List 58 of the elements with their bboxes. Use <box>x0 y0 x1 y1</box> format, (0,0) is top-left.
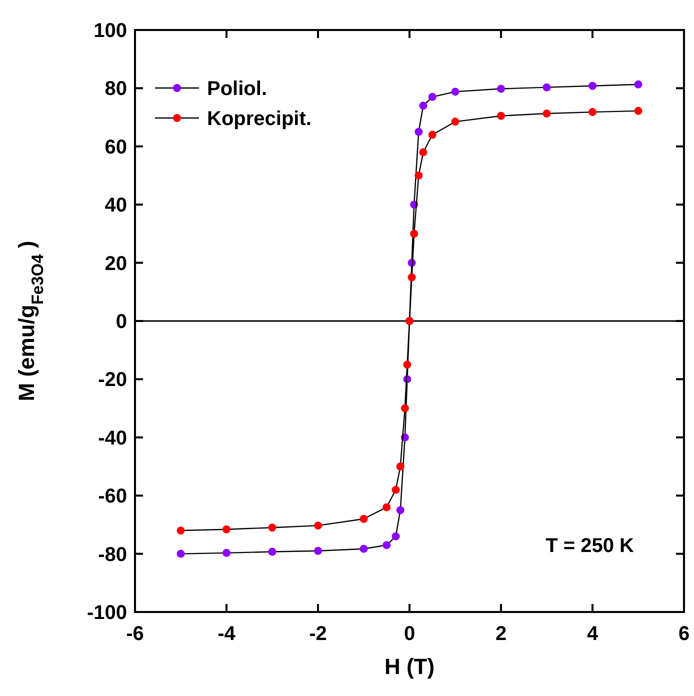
point <box>392 486 400 494</box>
point <box>382 503 391 512</box>
point <box>497 84 505 93</box>
y-tick-label: -80 <box>98 544 127 566</box>
point <box>428 92 436 101</box>
x-tick-label: -4 <box>218 623 236 645</box>
point <box>419 148 428 156</box>
point <box>176 550 185 558</box>
point <box>451 118 460 126</box>
point <box>392 532 400 540</box>
y-tick-label: 0 <box>116 311 127 333</box>
x-tick-label: -2 <box>309 623 327 645</box>
point <box>403 360 412 369</box>
point <box>451 88 460 96</box>
x-tick-label: -6 <box>126 623 144 645</box>
point <box>408 273 416 282</box>
point <box>396 506 404 514</box>
point <box>410 230 418 238</box>
point <box>542 83 551 92</box>
y-tick-label: 60 <box>104 136 127 158</box>
legend-label: Koprecipit. <box>207 108 312 130</box>
point <box>222 548 230 557</box>
y-tick-label: 40 <box>104 194 127 217</box>
y-tick-label: 20 <box>104 252 127 275</box>
point <box>588 108 596 116</box>
y-tick-label: -100 <box>86 602 127 624</box>
point <box>222 525 230 534</box>
x-tick-label: 0 <box>404 623 416 645</box>
point <box>542 110 551 118</box>
point <box>382 541 391 550</box>
point <box>419 102 428 110</box>
y-tick-label: -20 <box>98 369 127 392</box>
y-tick-label: 100 <box>94 20 127 42</box>
point <box>268 548 276 556</box>
x-tick-label: 2 <box>495 623 507 645</box>
point <box>314 522 322 530</box>
point <box>588 82 596 90</box>
point <box>497 112 505 120</box>
y-tick-label: -60 <box>98 486 127 508</box>
point <box>428 130 436 139</box>
point <box>634 106 642 115</box>
annotation: T = 250 K <box>546 535 635 557</box>
x-axis-title: H (T) <box>384 654 435 679</box>
y-tick-label: 80 <box>104 78 127 100</box>
point <box>396 462 404 470</box>
point <box>176 526 185 535</box>
point <box>414 172 423 180</box>
point <box>634 80 642 88</box>
point <box>314 546 322 555</box>
x-tick-label: 6 <box>678 623 690 645</box>
point <box>400 404 409 412</box>
point <box>268 524 276 532</box>
point <box>360 514 368 523</box>
legend-label: Poliol. <box>207 78 267 100</box>
y-tick-label: -40 <box>98 427 127 450</box>
point <box>414 128 423 136</box>
x-tick-label: 4 <box>586 623 599 645</box>
point <box>360 544 368 553</box>
